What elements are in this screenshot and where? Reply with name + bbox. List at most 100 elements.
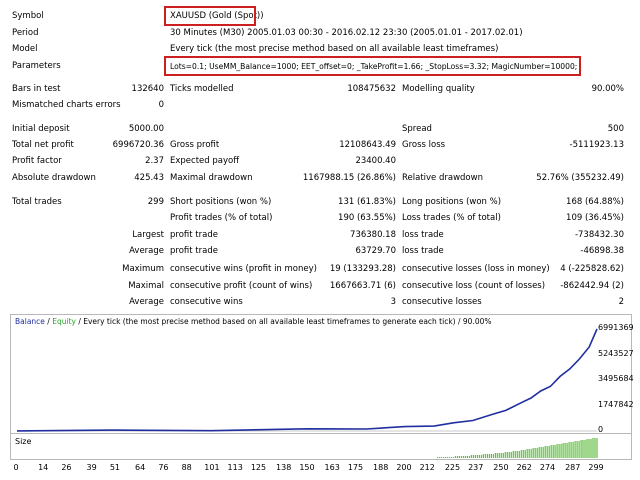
profit-trades-value: 190 (63.55%) (338, 213, 396, 223)
symbol-label: Symbol (12, 11, 44, 21)
quality-label: Modelling quality (402, 84, 475, 94)
size-bar (570, 442, 572, 458)
size-bar (534, 448, 536, 458)
size-bar (518, 451, 520, 458)
total-trades-label: Total trades (12, 197, 62, 207)
x-tick-label: 262 (516, 463, 532, 472)
balance-chart: Balance / Equity / Every tick (the most … (10, 314, 632, 434)
size-bar (546, 446, 548, 458)
spread-value: 500 (607, 124, 624, 134)
size-bar (584, 440, 586, 458)
size-bar (480, 455, 482, 458)
size-bar (566, 443, 568, 458)
size-label: Size (15, 437, 32, 446)
symbol-value: XAUUSD (Gold (Spot)) (170, 11, 264, 21)
size-bar (464, 456, 467, 458)
average-loss-value: -46898.38 (580, 246, 624, 256)
size-bar (564, 443, 566, 458)
size-chart-plot (436, 438, 598, 458)
size-bar (468, 456, 470, 458)
size-bar (560, 444, 562, 458)
size-chart: Size (10, 434, 632, 460)
x-tick-label: 274 (539, 463, 556, 472)
size-bar (524, 450, 526, 458)
size-bar (538, 447, 540, 458)
symbol-highlight-box (164, 6, 256, 26)
max-consecutive-wins-label: consecutive wins (profit in money) (170, 264, 317, 274)
loss-trades-value: 109 (36.45%) (566, 213, 624, 223)
size-bar (536, 448, 538, 458)
parameters-value: Lots=0.1; UseMM_Balance=1000; EET_offset… (170, 62, 578, 71)
size-bar (512, 451, 514, 458)
maximal-consecutive-loss-value: -862442.94 (2) (560, 281, 624, 291)
size-bar (542, 447, 544, 458)
x-tick-label: 113 (227, 463, 243, 472)
size-bar (506, 452, 508, 458)
size-bar (494, 453, 496, 458)
mismatch-label: Mismatched charts errors (12, 100, 121, 110)
model-label: Model (12, 44, 38, 54)
size-bar (438, 457, 441, 458)
size-bar (576, 441, 578, 458)
largest-loss-value: -738432.30 (574, 230, 624, 240)
rel-drawdown-label: Relative drawdown (402, 173, 483, 183)
size-bar (516, 451, 518, 458)
size-bar (474, 455, 476, 458)
size-bar (442, 457, 445, 458)
x-tick-label: 163 (324, 463, 340, 472)
net-profit-label: Total net profit (12, 140, 74, 150)
max-drawdown-label: Maximal drawdown (170, 173, 253, 183)
profit-factor-value: 2.37 (145, 156, 164, 166)
x-tick-label: 225 (444, 463, 461, 472)
largest-label: Largest (132, 230, 164, 240)
average-consecutive-wins-label: consecutive wins (170, 297, 243, 307)
size-bar (556, 444, 558, 458)
size-bar (554, 445, 556, 458)
legend-balance: Balance (15, 317, 45, 326)
x-tick-label: 250 (493, 463, 509, 472)
size-bar (498, 453, 500, 458)
size-bar (466, 456, 468, 458)
x-tick-label: 175 (347, 463, 364, 472)
size-bar (508, 452, 510, 458)
average-consecutive-wins-value: 3 (390, 297, 396, 307)
chart-legend: Balance / Equity / Every tick (the most … (15, 317, 492, 326)
bars-label: Bars in test (12, 84, 61, 94)
size-bar (448, 457, 451, 458)
average-loss-label: loss trade (402, 246, 444, 256)
profit-factor-label: Profit factor (12, 156, 62, 166)
size-bar (514, 451, 516, 458)
size-bar (580, 440, 582, 458)
legend-description: / Every tick (the most precise method ba… (75, 317, 492, 326)
size-bar (500, 453, 502, 458)
ticks-label: Ticks modelled (170, 84, 234, 94)
ticks-value: 108475632 (347, 84, 396, 94)
size-bar (582, 440, 584, 458)
size-bar (458, 456, 461, 458)
size-bar (452, 457, 455, 458)
abs-drawdown-label: Absolute drawdown (12, 173, 96, 183)
size-bar (588, 439, 590, 458)
size-bar (492, 454, 494, 458)
largest-loss-label: loss trade (402, 230, 444, 240)
size-bar (488, 454, 490, 458)
size-bar (478, 455, 480, 458)
x-tick-label: 64 (135, 463, 146, 472)
gross-loss-value: -5111923.13 (569, 140, 624, 150)
x-tick-label: 138 (276, 463, 292, 472)
size-bar (594, 438, 596, 458)
max-drawdown-value: 1167988.15 (26.86%) (302, 173, 396, 183)
x-tick-label: 150 (299, 463, 315, 472)
expected-payoff-label: Expected payoff (170, 156, 240, 166)
size-bar (590, 439, 592, 458)
x-tick-label: 237 (468, 463, 484, 472)
x-tick-label: 188 (373, 463, 389, 472)
size-bar (586, 439, 588, 458)
size-bar (550, 445, 552, 458)
size-bar (572, 442, 574, 458)
spread-label: Spread (402, 124, 432, 134)
size-bar (496, 453, 498, 458)
total-trades-value: 299 (147, 197, 164, 207)
x-tick-label: 0 (13, 463, 19, 472)
x-tick-label: 39 (86, 463, 97, 472)
